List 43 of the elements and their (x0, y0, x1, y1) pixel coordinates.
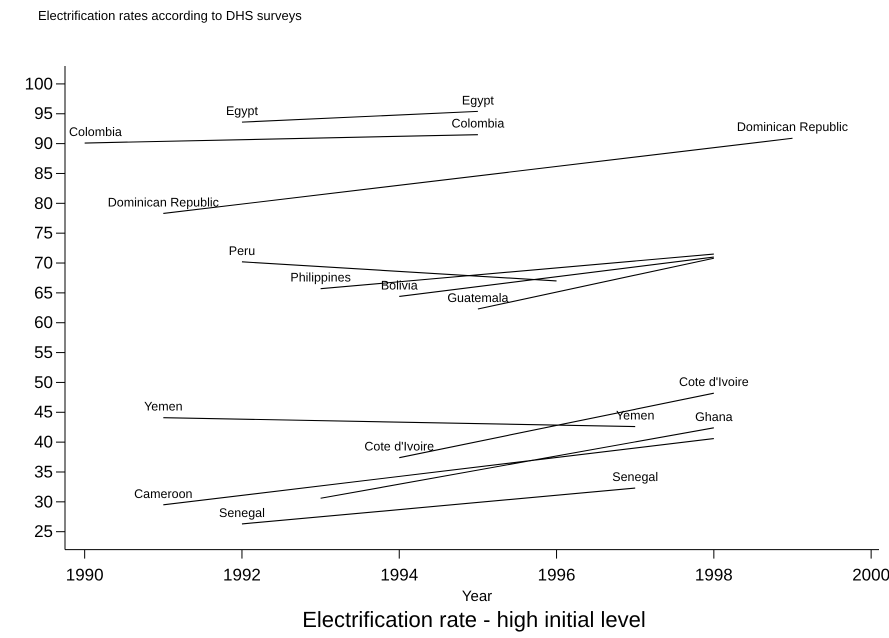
text: Electrification rate - high initial level (302, 607, 646, 632)
data-label: Dominican Republic (108, 195, 219, 210)
data-label: Egypt (462, 93, 494, 108)
y-tick-label: 25 (34, 522, 53, 542)
data-label: Yemen (616, 408, 654, 423)
data-label: Cote d'Ivoire (364, 440, 434, 454)
y-tick-label: 100 (24, 74, 53, 94)
chart-title: Electrification rates according to DHS surveys (38, 8, 302, 23)
data-label: Peru (228, 244, 256, 258)
y-tick-label: 65 (34, 283, 53, 302)
y-tick-label: 30 (34, 492, 53, 512)
data-label: Senegal (219, 506, 265, 520)
y-tick-label: 80 (34, 194, 53, 213)
data-label: Cote d'Ivoire (678, 375, 749, 390)
y-tick-label: 95 (34, 104, 53, 124)
y-tick-label: 40 (34, 432, 53, 452)
data-label: Colombia (69, 125, 122, 140)
data-label: Ghana (695, 410, 733, 424)
data-label: Guatemala (447, 290, 509, 305)
y-tick-label: 85 (34, 164, 53, 183)
data-label: Egypt (226, 104, 258, 118)
data-label: Colombia (451, 116, 504, 131)
data-label: Dominican Republic (736, 120, 848, 134)
x-tick-label: 1994 (380, 565, 418, 584)
x-tick-label: 1998 (694, 565, 733, 584)
y-tick-label: 55 (34, 343, 53, 362)
data-label: Cameroon (134, 486, 193, 501)
x-tick-label: 1996 (538, 565, 576, 584)
data-label: Senegal (612, 470, 658, 484)
data-label: Yemen (144, 400, 183, 414)
x-tick-label: 1992 (223, 565, 261, 584)
y-tick-label: 35 (34, 462, 53, 482)
y-tick-label: 70 (34, 253, 53, 272)
x-tick-label: 2000 (852, 565, 889, 584)
y-tick-label: 60 (34, 313, 53, 332)
y-tick-label: 90 (34, 134, 53, 154)
x-tick-label: 1990 (66, 565, 104, 584)
y-tick-label: 45 (34, 402, 53, 422)
data-label: Philippines (290, 270, 351, 285)
data-label: Bolivia (380, 278, 418, 292)
y-tick-label: 50 (34, 372, 53, 392)
y-tick-label: 75 (34, 224, 53, 243)
x-axis-title: Year (462, 588, 492, 605)
